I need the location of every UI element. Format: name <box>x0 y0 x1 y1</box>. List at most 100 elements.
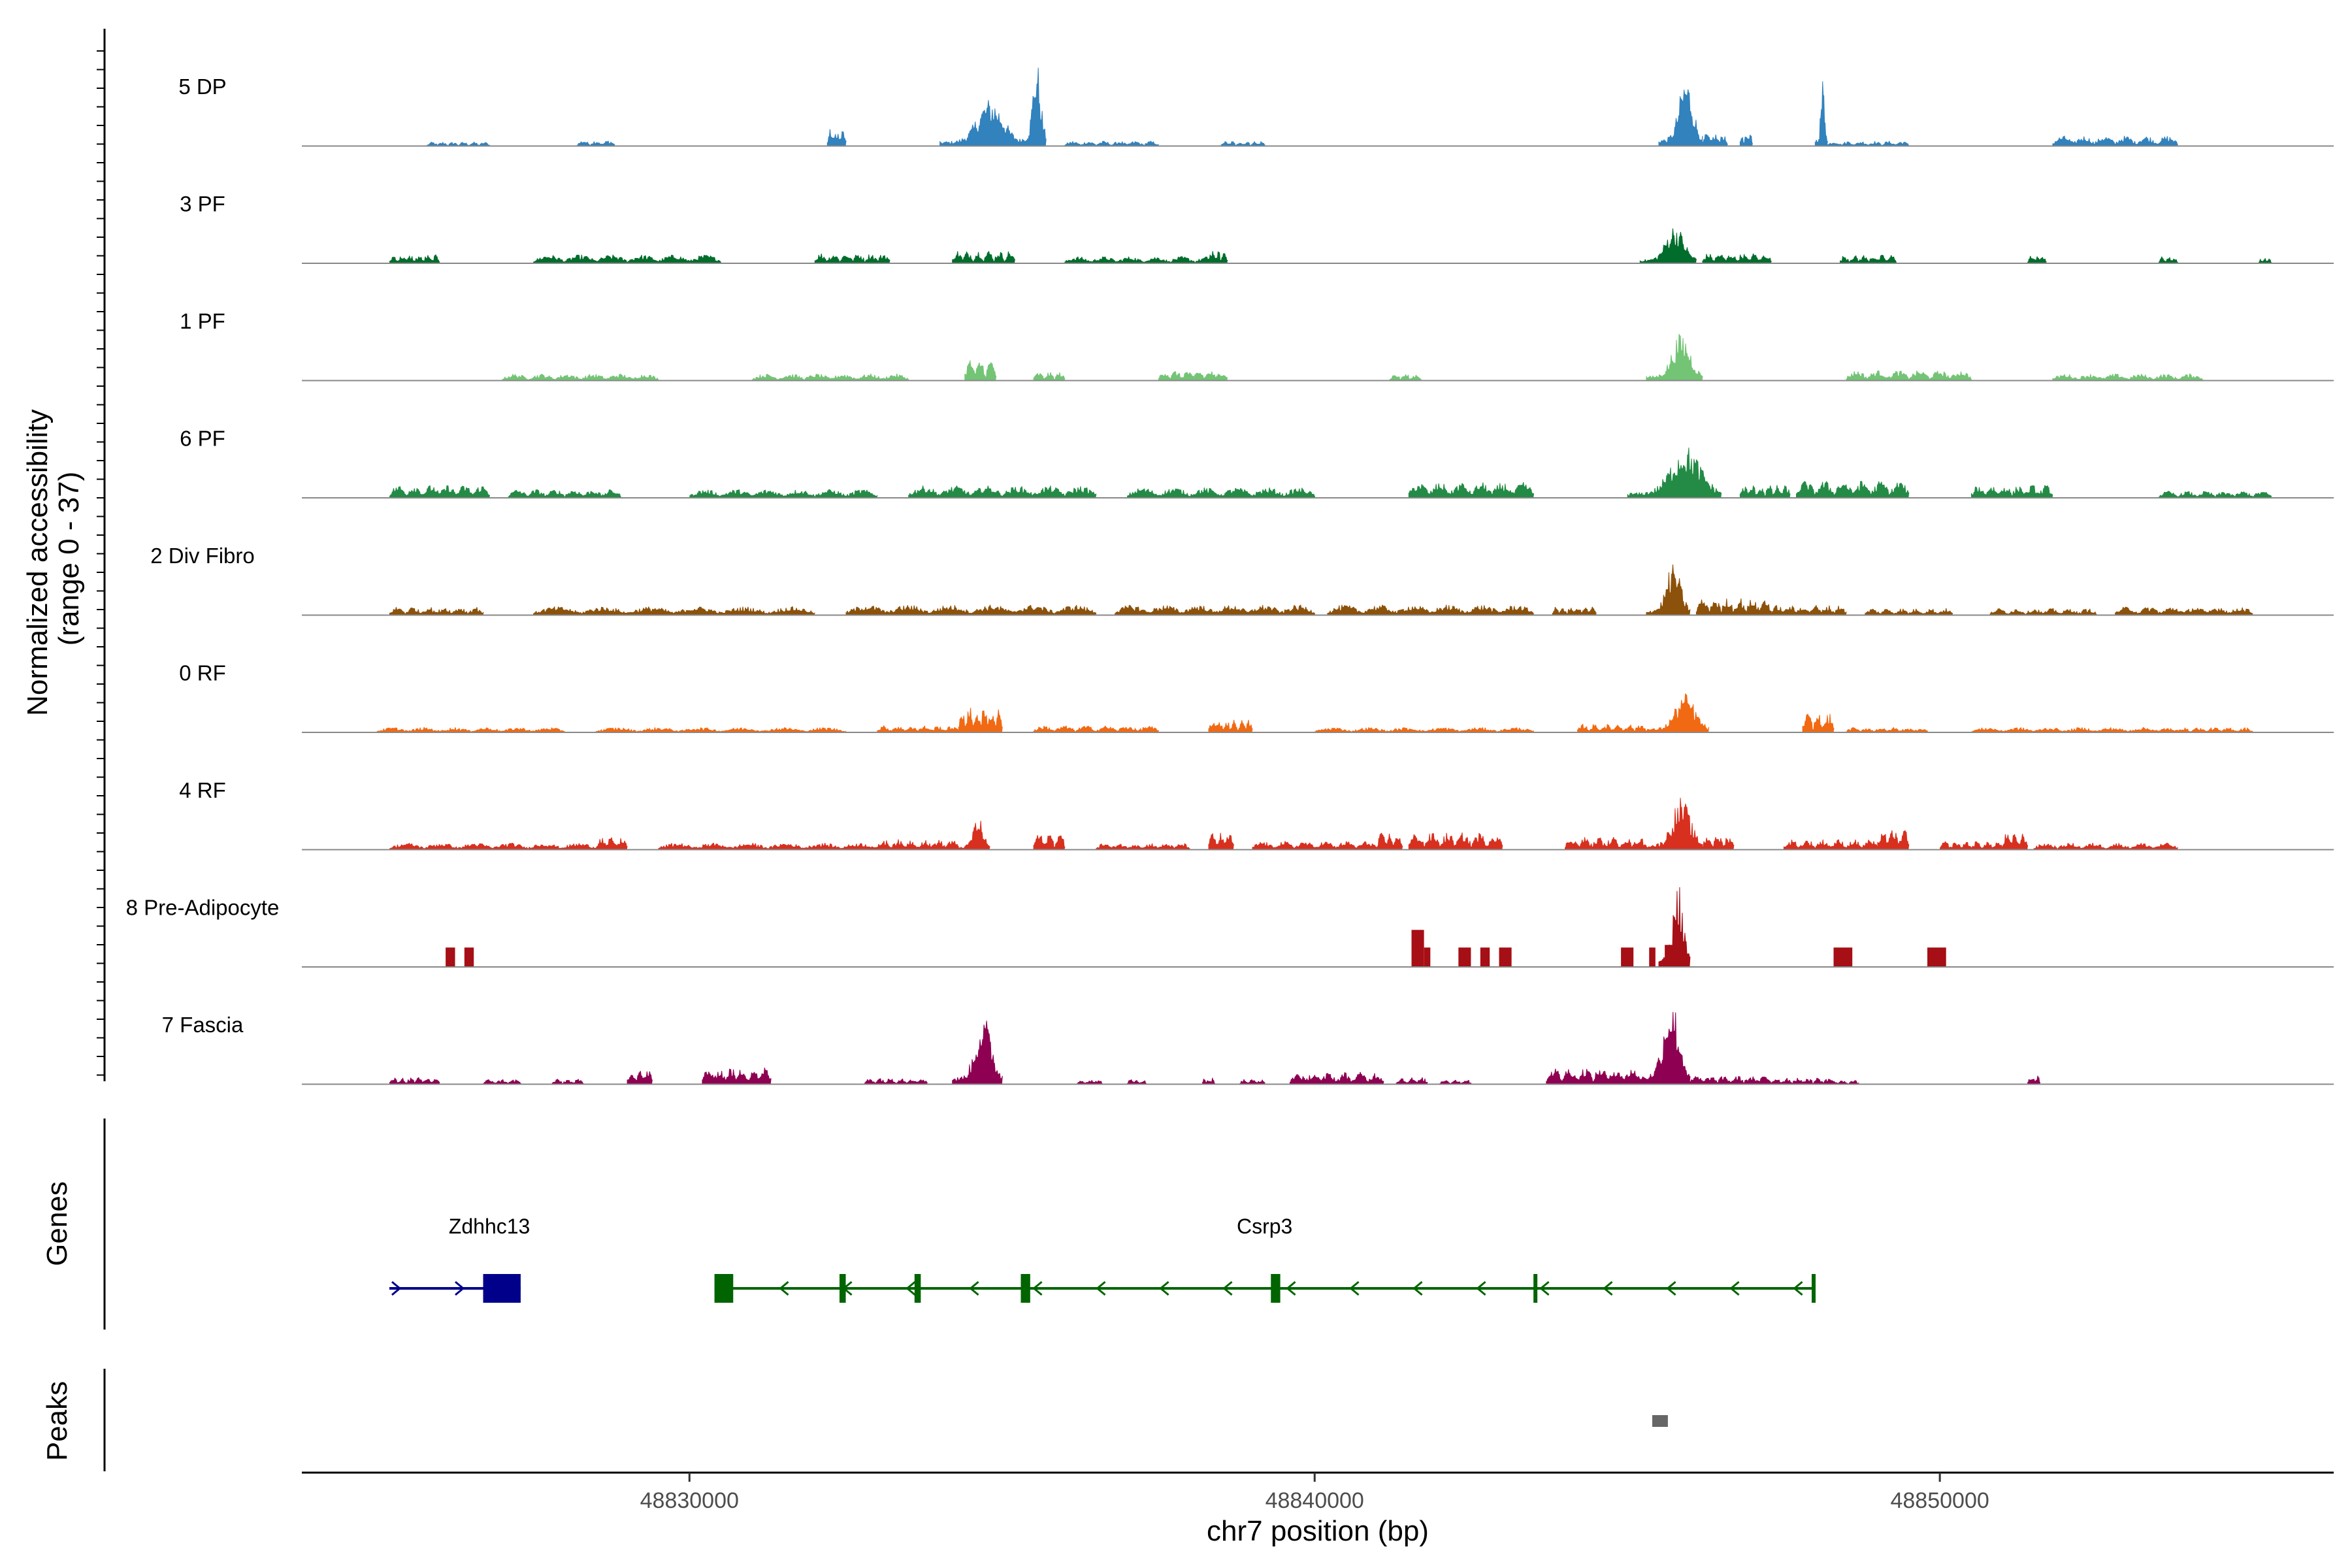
coverage-axis-ticks <box>97 50 105 1076</box>
signal-peak <box>595 727 847 732</box>
signal-peak <box>1646 564 1691 615</box>
signal-peak <box>1220 141 1266 146</box>
signal-peak <box>1771 1077 1835 1085</box>
strand-arrow <box>1222 1281 1233 1296</box>
signal-peak <box>877 839 959 850</box>
signal-peak <box>2033 842 2178 850</box>
track-label-1-pf: 1 PF <box>180 309 225 333</box>
signal-peak <box>1064 256 1222 263</box>
signal-peak <box>1702 134 1728 146</box>
signal-block <box>1480 947 1490 967</box>
signal-peak <box>1565 837 1647 850</box>
signal-peak <box>1208 719 1253 732</box>
track-label-3-pf: 3 PF <box>180 192 225 216</box>
signal-peak <box>1439 1079 1472 1085</box>
signal-peak <box>1796 481 1910 498</box>
signal-peak <box>877 725 959 732</box>
signal-peak <box>389 485 491 498</box>
strand-arrow <box>779 1281 789 1296</box>
signal-block <box>1649 947 1656 967</box>
signal-peak <box>1327 604 1535 615</box>
signal-peak <box>1814 81 1828 146</box>
signal-peak <box>1239 1079 1266 1085</box>
signal-peak <box>2027 1075 2041 1085</box>
signal-peak <box>702 1068 772 1085</box>
signal-peak <box>1552 606 1597 615</box>
signal-peak <box>2159 491 2272 498</box>
strand-arrow <box>1666 1281 1676 1296</box>
signal-peak <box>483 1079 521 1085</box>
signal-peak <box>1646 693 1710 732</box>
strand-arrow <box>969 1281 979 1296</box>
signal-peak <box>1627 448 1722 498</box>
strand-arrow <box>1539 1281 1550 1296</box>
signal-peak <box>1021 67 1047 146</box>
exon <box>839 1274 846 1303</box>
signal-block <box>1927 947 1946 967</box>
signal-peak <box>1690 1076 1772 1085</box>
gene-label-csrp3: Csrp3 <box>1237 1215 1292 1238</box>
signal-block <box>1424 947 1431 967</box>
signal-peak <box>1783 839 1878 850</box>
signal-peak <box>1846 727 1928 732</box>
signal-peak <box>2259 258 2272 263</box>
signal-peak <box>1033 725 1159 732</box>
signal-peak <box>1396 1077 1428 1085</box>
exon <box>1271 1274 1281 1303</box>
signal-peak <box>1115 604 1316 615</box>
strand-arrow <box>1476 1281 1486 1296</box>
signal-peak <box>2159 727 2253 732</box>
signal-peak <box>533 606 815 615</box>
signal-peak <box>958 708 1003 732</box>
strand-arrow <box>1096 1281 1106 1296</box>
exon <box>714 1274 734 1303</box>
signal-peak <box>1695 598 1772 615</box>
exon <box>1811 1274 1816 1303</box>
x-tick-label: 48830000 <box>640 1488 739 1513</box>
signal-peak <box>533 254 722 263</box>
signal-peak <box>389 254 440 263</box>
y-axis-title: Normalized accessibility (range 0 - 37) <box>22 401 85 716</box>
signal-peak <box>1639 1011 1691 1085</box>
track-label-7-fascia: 7 Fascia <box>162 1013 244 1037</box>
signal-peak <box>1658 89 1703 146</box>
signal-peak <box>1639 228 1697 263</box>
signal-peak <box>1208 251 1228 263</box>
signal-block <box>1665 945 1687 968</box>
peaks-panel-label: Peaks <box>41 1381 73 1461</box>
signal-peak <box>1940 841 2003 850</box>
signal-block <box>446 947 455 967</box>
signal-peak <box>1702 837 1735 850</box>
signal-peak <box>1577 723 1647 732</box>
signal-peak <box>389 843 596 850</box>
signal-peak <box>958 821 990 850</box>
signal-peak <box>1877 830 1910 850</box>
signal-peak <box>577 140 615 146</box>
signal-block <box>1621 947 1634 967</box>
signal-peak <box>1739 135 1753 146</box>
strand-arrow <box>391 1281 402 1296</box>
gene-annotations: Zdhhc13 Csrp3 <box>389 1215 1816 1303</box>
gene-label-zdhhc13: Zdhhc13 <box>449 1215 531 1238</box>
signal-peak <box>1064 140 1159 146</box>
signal-peak <box>1252 841 1378 850</box>
signal-peak <box>964 360 997 381</box>
signal-peak <box>1702 253 1772 263</box>
signal-peak <box>1646 334 1703 381</box>
signal-block <box>464 947 474 967</box>
peak-region <box>1652 1415 1668 1427</box>
strand-arrow <box>455 1281 465 1296</box>
signal-peak <box>1158 371 1228 381</box>
signal-peak <box>845 604 1097 615</box>
signal-peak <box>508 489 621 498</box>
signal-peak <box>551 1079 584 1085</box>
signal-peak <box>389 1077 440 1085</box>
signal-peak <box>1971 485 2053 498</box>
signal-peak <box>1096 843 1190 850</box>
signal-peak <box>595 837 628 850</box>
strand-arrow <box>1286 1281 1296 1296</box>
signal-peak <box>689 489 878 498</box>
signal-peak <box>1827 140 1910 146</box>
signal-peak <box>502 374 659 381</box>
strand-arrow <box>906 1281 916 1296</box>
